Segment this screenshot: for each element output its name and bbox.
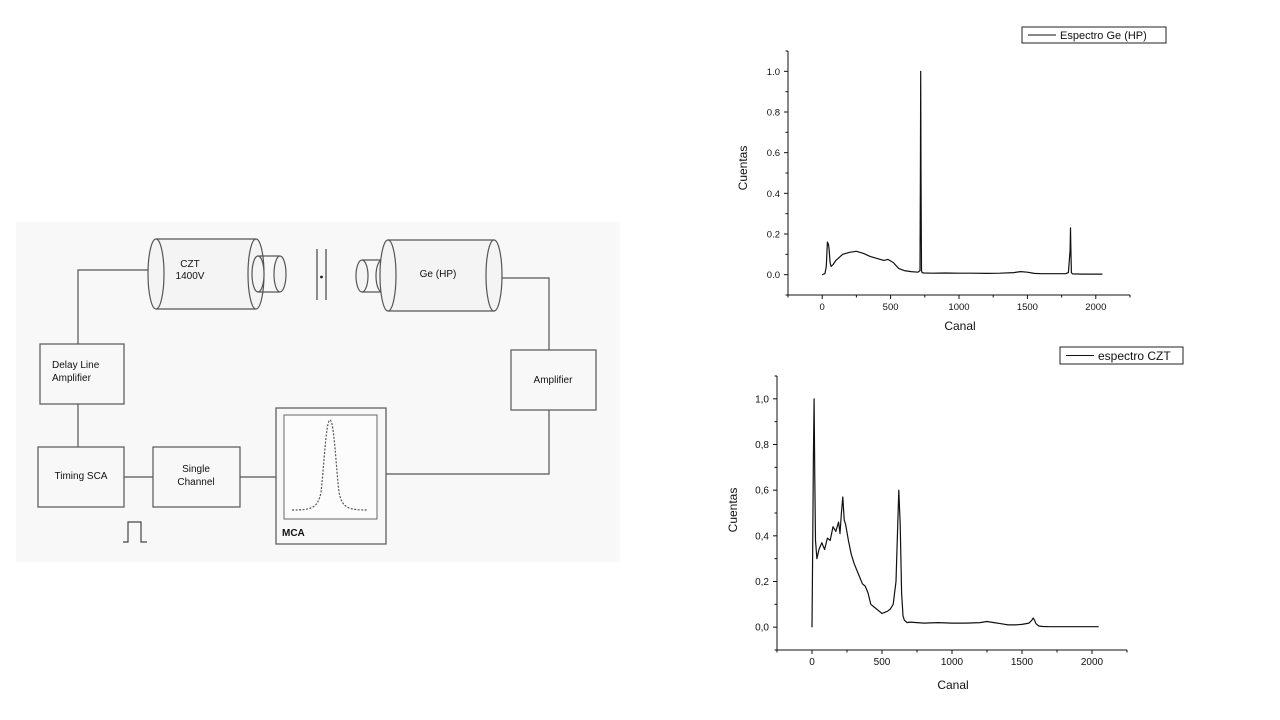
- ge-label: Ge (HP): [420, 269, 457, 280]
- single-channel-box: [152, 446, 241, 508]
- channel-label: Channel: [177, 477, 214, 488]
- czt-y-tick-label: 0,4: [755, 531, 769, 542]
- ge-series-line: [821, 70, 1103, 276]
- ge-x-tick-label: 500: [883, 302, 899, 313]
- czt-x-tick-label: 1000: [941, 657, 964, 668]
- single-label: Single: [182, 464, 210, 475]
- czt-y-tick-label: 0,2: [755, 577, 769, 588]
- czt-y-tick-label: 0,0: [755, 623, 769, 634]
- wire-amp-to-mca: [386, 410, 550, 475]
- ge-plot-area: 0 500 1000 1500 2000 0.0 0.2 0.4 0.6 0.8 1.0: [767, 50, 1131, 313]
- czt-y-axis-label: Cuentas: [726, 488, 740, 533]
- ge-y-tick-label: 1.0: [767, 67, 780, 78]
- mca-screen: [283, 414, 378, 520]
- wire-czt-to-delay: [77, 269, 148, 344]
- czt-x-tick-label: 0: [809, 657, 815, 668]
- czt-x-tick-label: 1500: [1011, 657, 1034, 668]
- ge-x-tick-label: 1500: [1017, 302, 1038, 313]
- czt-spectrum-chart: espectro CZT 0 500 1000 1500 2000 0,0 0,2 0,4 0,…: [726, 346, 1184, 692]
- ge-detector: [355, 239, 503, 312]
- ge-legend-label: Espectro Ge (HP): [1060, 30, 1147, 42]
- ge-y-tick-label: 0.6: [767, 148, 780, 159]
- wire-ge-to-amp: [500, 277, 550, 350]
- detector-setup-diagram: CZT 1400V Ge (HP) Delay Line Amplifier A…: [16, 222, 620, 562]
- delay-line-amplifier-box: [39, 343, 125, 405]
- czt-detector: [147, 238, 287, 310]
- ge-legend: Espectro Ge (HP): [1021, 26, 1167, 44]
- amplifier-label: Amplifier: [534, 375, 574, 386]
- ge-y-tick-label: 0.2: [767, 230, 780, 241]
- czt-x-axis-label: Canal: [937, 678, 968, 692]
- ge-x-tick-label: 1000: [948, 302, 969, 313]
- ge-y-tick-label: 0.8: [767, 108, 780, 119]
- czt-y-tick-label: 1,0: [755, 394, 769, 405]
- ge-x-axis-label: Canal: [944, 319, 975, 333]
- ge-y-axis-label: Cuentas: [736, 146, 750, 191]
- ge-spectrum-chart: Espectro Ge (HP) 0 500 1000 1500 20000.00.20…: [736, 26, 1167, 333]
- czt-y-tick-label: 0,8: [755, 440, 769, 451]
- czt-series-line: [811, 398, 1099, 628]
- mca-gaussian-curve: [291, 419, 369, 511]
- czt-legend-label: espectro CZT: [1098, 349, 1171, 363]
- czt-label: CZT: [180, 259, 199, 270]
- mca-label: MCA: [282, 528, 305, 539]
- ge-y-tick-label: 0.4: [767, 189, 780, 200]
- ge-x-tick-label: 2000: [1085, 302, 1106, 313]
- czt-y-tick-label: 0,6: [755, 486, 769, 497]
- czt-voltage-label: 1400V: [176, 271, 205, 282]
- source-icon: [316, 249, 327, 300]
- amplifier-line-label: Amplifier: [52, 373, 92, 384]
- ge-y-tick-label: 0.0: [767, 270, 780, 281]
- timing-sca-box: [37, 446, 125, 508]
- amplifier-box: [510, 349, 597, 411]
- ge-x-tick-label: 0: [820, 302, 825, 313]
- pulse-icon: [123, 521, 147, 543]
- czt-legend: espectro CZT: [1059, 346, 1184, 365]
- czt-x-tick-label: 500: [874, 657, 891, 668]
- delay-line-label: Delay Line: [52, 360, 100, 371]
- czt-plot-area: 0 500 1000 1500 2000 0,0 0,2 0,4 0,6 0,8 1,0: [755, 375, 1128, 668]
- czt-x-tick-label: 2000: [1081, 657, 1104, 668]
- timing-sca-label: Timing SCA: [55, 471, 108, 482]
